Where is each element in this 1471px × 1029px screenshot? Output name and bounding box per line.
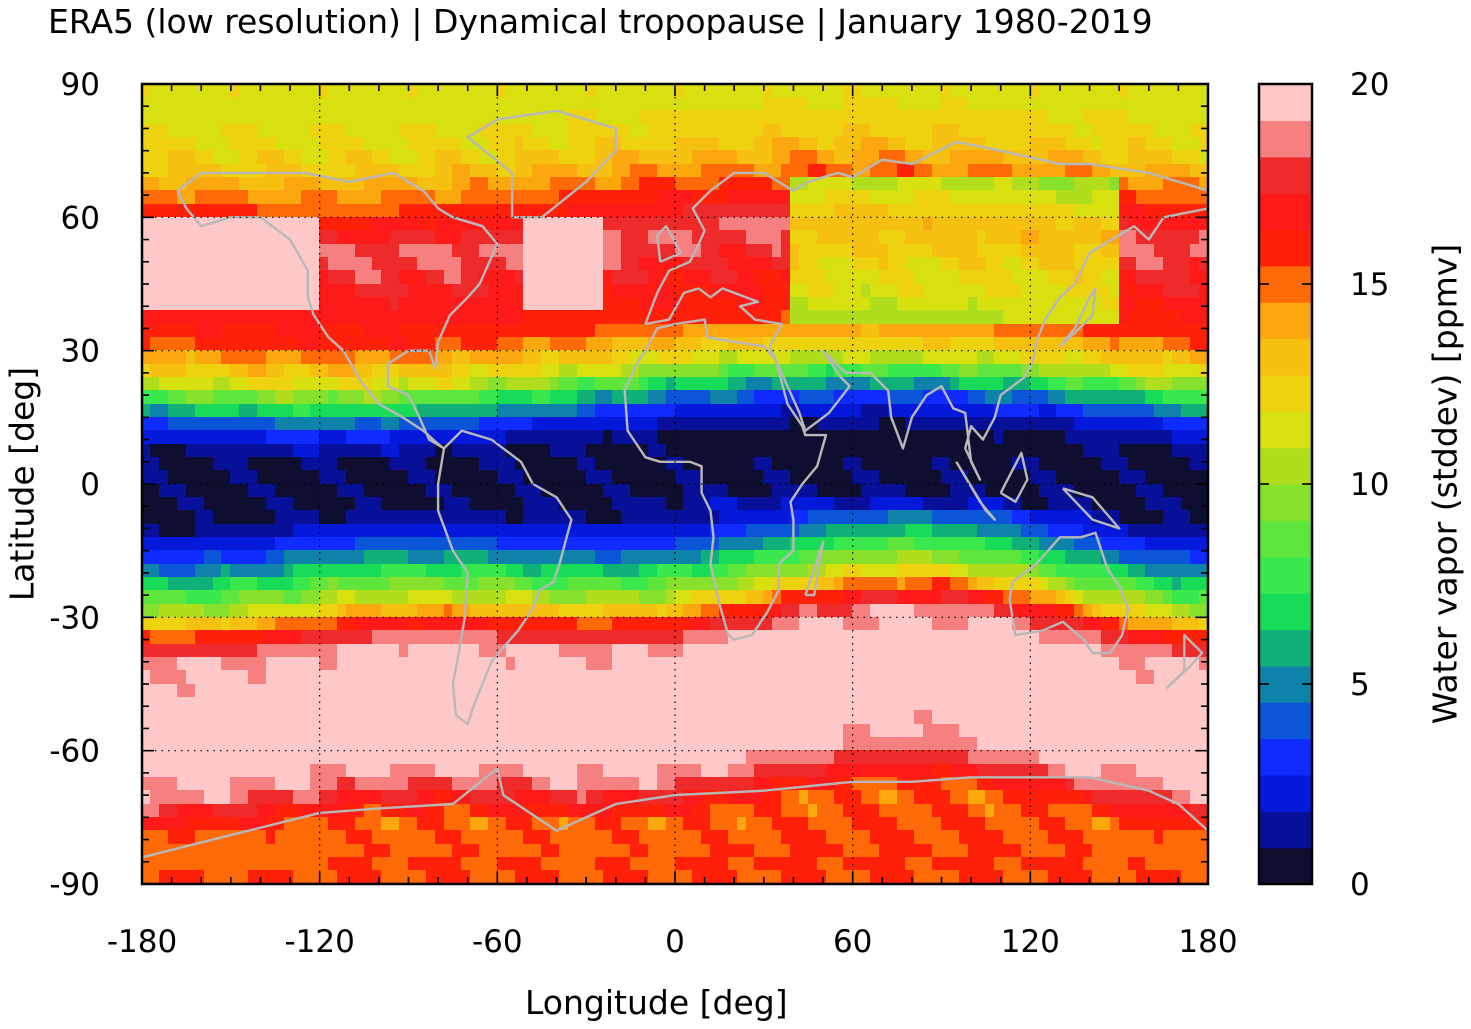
coastline: [656, 225, 683, 263]
colorbar-swatch: [1259, 84, 1312, 121]
colorbar-swatch: [1259, 447, 1312, 485]
colorbar-swatch: [1259, 156, 1312, 194]
colorbar-swatch: [1259, 338, 1312, 376]
coastline: [1062, 487, 1121, 530]
colorbar-swatch: [1259, 702, 1312, 740]
axis-ticks: [141, 83, 1209, 885]
y-tick-label: 30: [61, 334, 100, 370]
colorbar-tick-label: 0: [1350, 867, 1370, 903]
y-tick-label: -30: [49, 600, 100, 636]
colorbar-swatch: [1259, 774, 1312, 812]
colorbar-swatch: [1259, 484, 1312, 521]
coastline: [436, 429, 573, 726]
y-tick-labels: 90 60 30 0 -30 -60 -90: [49, 67, 100, 903]
x-tick-label: 0: [665, 924, 685, 960]
colorbar-swatch: [1259, 629, 1312, 667]
coastline: [466, 109, 617, 219]
coastline: [1058, 287, 1097, 348]
coastline: [955, 461, 996, 521]
y-tick-label: 0: [80, 467, 100, 503]
coastline: [1165, 633, 1204, 690]
coastline: [142, 767, 1208, 859]
y-tick-label: 90: [61, 67, 100, 103]
colorbar-swatch: [1259, 411, 1312, 449]
grid-lines: [142, 84, 1208, 884]
chart-title: ERA5 (low resolution) | Dynamical tropop…: [48, 2, 1153, 41]
x-tick-label: -60: [472, 924, 523, 960]
x-tick-label: 180: [1178, 924, 1237, 960]
x-tick-label: 60: [833, 924, 872, 960]
water-vapor-field: [142, 84, 1208, 884]
colorbar-tick-label: 5: [1350, 667, 1370, 703]
y-tick-label: -90: [49, 867, 100, 903]
coastline: [644, 140, 1208, 481]
colorbar-swatch: [1259, 520, 1312, 558]
colorbar-swatch: [1259, 556, 1312, 594]
y-tick-label: -60: [49, 734, 100, 770]
coastlines: [142, 109, 1208, 859]
colorbar-tick-label: 15: [1350, 267, 1389, 303]
colorbar-swatch: [1259, 738, 1312, 776]
coastline: [1008, 531, 1130, 655]
colorbar-tick-labels: 20 15 10 5 0: [1350, 67, 1389, 903]
colorbar-swatch: [1259, 847, 1312, 885]
colorbar-swatch: [1259, 193, 1312, 231]
colorbar-tick-label: 10: [1350, 467, 1389, 503]
x-tick-labels: -180 -120 -60 0 60 120 180: [107, 924, 1238, 960]
x-axis-label: Longitude [deg]: [525, 983, 788, 1022]
colorbar-swatch: [1259, 811, 1312, 849]
colorbar-ticks: [1259, 83, 1312, 885]
colorbar-swatch: [1259, 302, 1312, 340]
x-tick-label: 120: [1001, 924, 1060, 960]
coastline: [804, 540, 825, 597]
colorbar-swatch: [1259, 593, 1312, 631]
coastline: [999, 451, 1029, 503]
colorbar-swatch: [1259, 374, 1312, 412]
colorbar-label: Water vapor (stddev) [ppmv]: [1425, 243, 1465, 725]
y-tick-label: 60: [61, 200, 100, 236]
colorbar-swatch: [1259, 229, 1312, 267]
x-tick-label: -180: [107, 924, 177, 960]
colorbar-tick-label: 20: [1350, 67, 1389, 103]
x-tick-label: -120: [284, 924, 354, 960]
coastline: [623, 318, 828, 641]
y-axis-label: Latitude [deg]: [2, 366, 42, 602]
coastline: [176, 171, 499, 450]
colorbar-swatch: [1259, 120, 1312, 158]
